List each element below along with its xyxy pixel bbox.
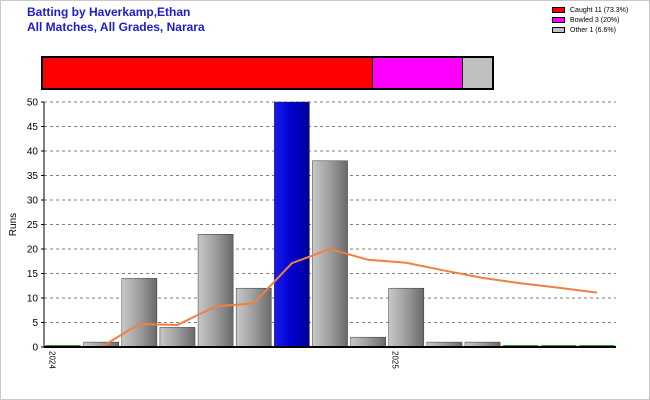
y-tick-label: 40 <box>27 147 39 158</box>
chart-title: Batting by Haverkamp,Ethan <box>27 5 191 19</box>
dismissal-segment-bowled <box>372 58 463 88</box>
dismissal-segment-caught <box>43 58 373 88</box>
y-tick-label: 20 <box>27 245 39 256</box>
legend-item-bowled: Bowled 3 (20%) <box>552 15 628 25</box>
bar-highlight <box>274 101 310 348</box>
bar <box>388 287 425 348</box>
x-tick-label: 2024 <box>48 351 57 369</box>
dismissal-breakdown-bar <box>41 56 494 90</box>
y-tick-label: 5 <box>32 318 38 329</box>
legend-swatch-other <box>552 27 565 33</box>
legend: Caught 11 (73.3%) Bowled 3 (20%) Other 1… <box>552 5 628 35</box>
legend-label-other: Other 1 (6.6%) <box>570 26 616 34</box>
y-axis-label: Runs <box>8 213 19 236</box>
bar <box>235 287 272 348</box>
y-tick-label: 35 <box>27 171 39 182</box>
legend-label-caught: Caught 11 (73.3%) <box>570 6 629 14</box>
bar <box>350 336 386 348</box>
legend-swatch-bowled <box>552 17 565 23</box>
y-tick-label: 25 <box>27 220 39 231</box>
legend-swatch-caught <box>552 7 565 13</box>
y-tick-label: 45 <box>27 122 39 133</box>
bar <box>197 234 234 348</box>
average-line <box>63 247 598 348</box>
legend-item-caught: Caught 11 (73.3%) <box>552 5 628 15</box>
y-tick-label: 0 <box>32 343 38 354</box>
chart-subtitle: All Matches, All Grades, Narara <box>27 20 205 34</box>
y-tick-label: 30 <box>27 196 39 207</box>
bar <box>121 278 158 348</box>
bar <box>159 327 196 348</box>
x-tick-label: 2025 <box>391 351 400 369</box>
y-tick-label: 50 <box>27 98 39 109</box>
dismissal-segment-other <box>462 58 492 88</box>
legend-item-other: Other 1 (6.6%) <box>552 25 628 35</box>
legend-label-bowled: Bowled 3 (20%) <box>570 16 620 24</box>
y-tick-label: 15 <box>27 269 39 280</box>
y-tick-label: 10 <box>27 294 39 305</box>
